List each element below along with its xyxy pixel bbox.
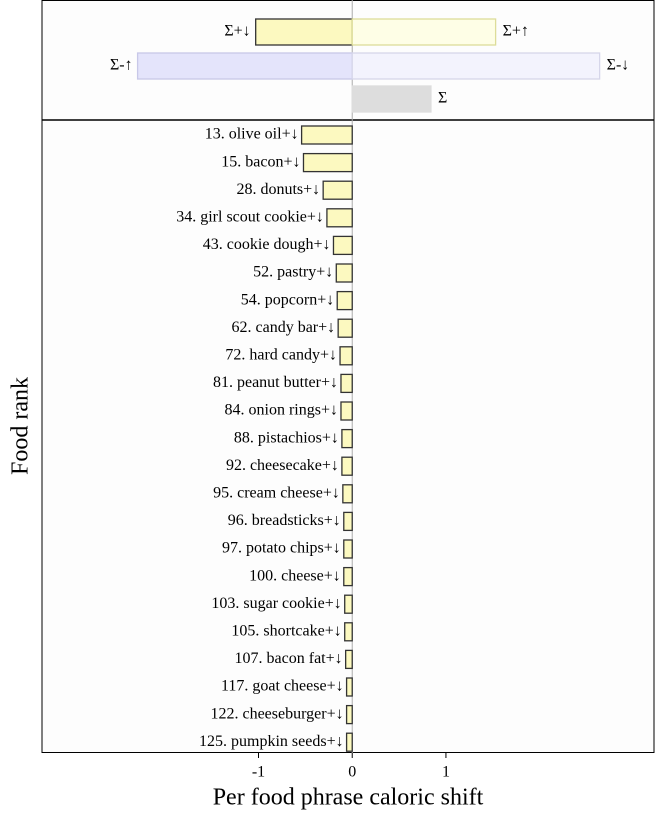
summary-bar [136, 52, 353, 80]
bar [345, 704, 353, 725]
summary-label: Σ [438, 90, 447, 107]
bar [339, 346, 353, 366]
bar [345, 732, 353, 752]
bar-label: 103. sugar cookie+↓ [211, 595, 341, 612]
bar-label: 97. potato chips+↓ [222, 540, 341, 557]
bar-label: 122. cheeseburger+↓ [210, 705, 343, 722]
bar [343, 539, 353, 559]
bar-label: 84. onion rings+↓ [225, 402, 338, 419]
bar-label: 13. olive oil+↓ [205, 126, 299, 143]
summary-bar [351, 18, 497, 46]
x-tick-label: -1 [252, 764, 265, 781]
bar [336, 290, 353, 311]
bar-label: 62. candy bar+↓ [232, 319, 336, 336]
bar [344, 622, 353, 642]
bar-label: 43. cookie dough+↓ [203, 236, 331, 253]
x-tick-label: 0 [348, 764, 356, 781]
bar-label: 105. shortcake+↓ [231, 622, 341, 639]
bar-label: 88. pistachios+↓ [234, 429, 339, 446]
bar-label: 92. cheesecake+↓ [226, 457, 339, 474]
summary-label: Σ-↓ [607, 57, 630, 74]
bar-label: 54. popcorn+↓ [241, 291, 334, 308]
bar [344, 594, 353, 614]
bar-label: 15. bacon+↓ [221, 153, 300, 170]
bar-label: 72. hard candy+↓ [225, 346, 337, 363]
bar [326, 208, 353, 228]
bar [302, 152, 353, 173]
bar [322, 180, 353, 200]
bar [340, 401, 353, 421]
bar-label: 34. girl scout cookie+↓ [176, 208, 324, 225]
bar [340, 373, 353, 394]
bar-label: 107. bacon fat+↓ [235, 650, 343, 667]
bar [342, 484, 353, 504]
bar-label: 100. cheese+↓ [249, 567, 341, 584]
summary-bar [351, 52, 601, 80]
bar-label: 95. cream cheese+↓ [213, 484, 340, 501]
bar [341, 428, 353, 449]
summary-bar [351, 85, 432, 113]
bar-label: 28. donuts+↓ [236, 181, 320, 198]
bar [300, 125, 353, 145]
bar [345, 677, 353, 697]
bar-label: 125. pumpkin seeds+↓ [199, 733, 344, 750]
x-axis-title: Per food phrase caloric shift [213, 785, 484, 811]
y-axis-title: Food rank [8, 377, 34, 475]
bar-label: 96. breadsticks+↓ [228, 512, 341, 529]
summary-label: Σ+↓ [224, 23, 250, 40]
bar [341, 456, 353, 476]
bar [337, 318, 353, 338]
bar-label: 52. pastry+↓ [253, 264, 333, 281]
bar [332, 235, 353, 256]
bar [343, 566, 353, 587]
bar-label: 117. goat cheese+↓ [221, 678, 344, 695]
summary-bar [255, 18, 353, 46]
bar [335, 263, 353, 283]
bar-label: 81. peanut butter+↓ [213, 374, 338, 391]
bar [345, 649, 353, 670]
summary-label: Σ+↑ [503, 23, 529, 40]
x-tick-label: 1 [442, 764, 450, 781]
summary-label: Σ-↑ [110, 57, 133, 74]
bar [343, 511, 353, 532]
